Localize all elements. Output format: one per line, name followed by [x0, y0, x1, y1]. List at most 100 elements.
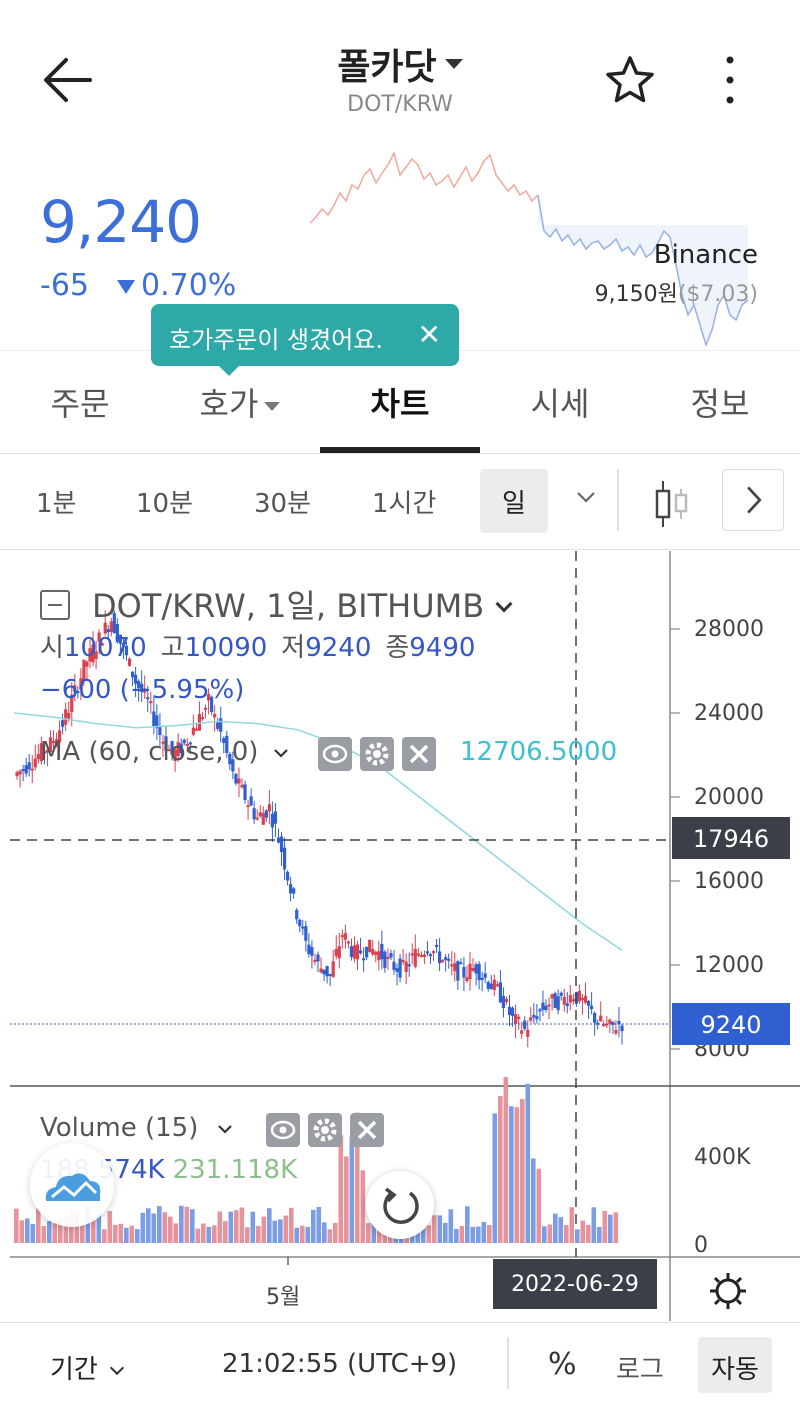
volume-bar [300, 1225, 305, 1243]
percent-scale-button[interactable]: % [548, 1347, 577, 1382]
candle [358, 950, 363, 954]
interval-1min[interactable]: 1분 [36, 489, 77, 519]
candlestick-icon[interactable] [652, 479, 692, 529]
volume-bar [179, 1205, 184, 1243]
chevron-down-icon[interactable] [495, 595, 513, 613]
volume-bar [608, 1214, 613, 1243]
chart-area[interactable]: DOT/KRW, 1일, BITHUMB 시10070 고10090 저9240 종9… [0, 551, 800, 1321]
candle [194, 728, 198, 731]
collapse-icon[interactable] [40, 590, 70, 620]
interval-10min[interactable]: 10분 [136, 489, 194, 519]
candle [234, 773, 238, 784]
period-selector[interactable]: 기간 [50, 1349, 124, 1386]
candle [346, 941, 350, 944]
candle [118, 634, 122, 644]
chart-legend-title[interactable]: DOT/KRW, 1일, BITHUMB [40, 581, 513, 627]
candle [410, 953, 414, 956]
candle [115, 624, 119, 643]
candle [270, 813, 274, 828]
candle [340, 935, 344, 938]
tab-market[interactable]: 시세 [530, 385, 590, 423]
candle [507, 1006, 512, 1015]
candle [422, 954, 426, 957]
candle [462, 966, 466, 978]
candle [267, 804, 271, 812]
candle [58, 730, 62, 743]
candle [15, 772, 19, 777]
volume-axis-label: 400K [694, 1145, 751, 1170]
volume-bar [470, 1226, 476, 1243]
volume-bar [272, 1220, 278, 1243]
candle [553, 993, 557, 1008]
candle [328, 973, 332, 976]
volume-bar [91, 1218, 96, 1243]
gear-icon[interactable] [706, 1269, 750, 1313]
interval-1hour[interactable]: 1시간 [372, 489, 437, 519]
candle [407, 964, 411, 967]
title-selector[interactable]: 폴카닷 [0, 38, 800, 90]
star-icon[interactable] [600, 52, 660, 108]
volume-bar [355, 1112, 360, 1243]
candle [590, 1005, 594, 1010]
eye-icon[interactable] [266, 1113, 300, 1147]
volume-bar [52, 1223, 58, 1243]
volume-bar [63, 1215, 69, 1243]
chevron-down-icon[interactable] [574, 485, 598, 509]
volume-bar [245, 1227, 250, 1243]
candle [419, 955, 423, 958]
volume-bar [25, 1218, 30, 1243]
candle [614, 1030, 618, 1034]
candle [146, 697, 150, 700]
auto-scale-button[interactable]: 자동 [698, 1337, 772, 1393]
interval-30min[interactable]: 30분 [254, 489, 312, 519]
candle [343, 933, 347, 940]
close-icon[interactable]: ✕ [417, 318, 441, 351]
candle [538, 1009, 542, 1012]
tab-orderbook[interactable]: 호가 [160, 379, 320, 425]
candle [273, 811, 278, 824]
tab-info[interactable]: 정보 [690, 385, 750, 423]
chevron-down-icon[interactable] [273, 747, 289, 759]
candle [64, 709, 68, 725]
chevron-down-icon[interactable] [217, 1123, 233, 1135]
volume-bar [316, 1207, 322, 1243]
volume-bar [503, 1077, 509, 1243]
candle [161, 741, 165, 744]
interval-day[interactable]: 일 [480, 469, 548, 533]
candle [124, 645, 129, 656]
volume-bar [124, 1227, 129, 1243]
candle [185, 743, 189, 746]
price-change-amount: -65 [40, 268, 89, 303]
close-icon[interactable] [350, 1113, 384, 1147]
volume-legend[interactable]: Volume (15) [40, 1113, 233, 1143]
candle [547, 1004, 551, 1007]
ma-legend[interactable]: MA (60, close, 0) [40, 737, 289, 767]
reset-chart-icon[interactable] [366, 1171, 434, 1239]
candle [453, 963, 457, 972]
tab-order[interactable]: 주문 [50, 385, 110, 423]
back-arrow-icon[interactable] [40, 52, 100, 108]
chart-footer: 기간 21:02:55 (UTC+9) % 로그 자동 [0, 1322, 800, 1401]
sparkline-up-segment [309, 150, 539, 224]
eye-icon[interactable] [318, 737, 352, 771]
candle [444, 957, 448, 960]
volume-label: Volume (15) [40, 1113, 199, 1143]
volume-bar [542, 1226, 547, 1243]
interval-bar: 1분 10분 30분 1시간 일 [0, 455, 800, 550]
candle [510, 1007, 515, 1016]
gear-icon[interactable] [308, 1113, 342, 1147]
close-icon[interactable] [402, 737, 436, 771]
more-vertical-icon[interactable] [712, 52, 748, 108]
log-scale-button[interactable]: 로그 [616, 1355, 664, 1385]
candle [526, 1029, 530, 1037]
candle [307, 944, 311, 954]
chevron-right-icon[interactable] [722, 469, 784, 531]
volume-bar [184, 1206, 190, 1243]
cloud-icon[interactable] [30, 1143, 114, 1227]
gear-icon[interactable] [360, 737, 394, 771]
legend-title-text: DOT/KRW, 1일, BITHUMB [92, 587, 485, 625]
volume-bar [201, 1223, 206, 1243]
candle [258, 812, 262, 817]
volume-bar [586, 1224, 591, 1243]
tab-chart[interactable]: 차트 [370, 385, 430, 423]
